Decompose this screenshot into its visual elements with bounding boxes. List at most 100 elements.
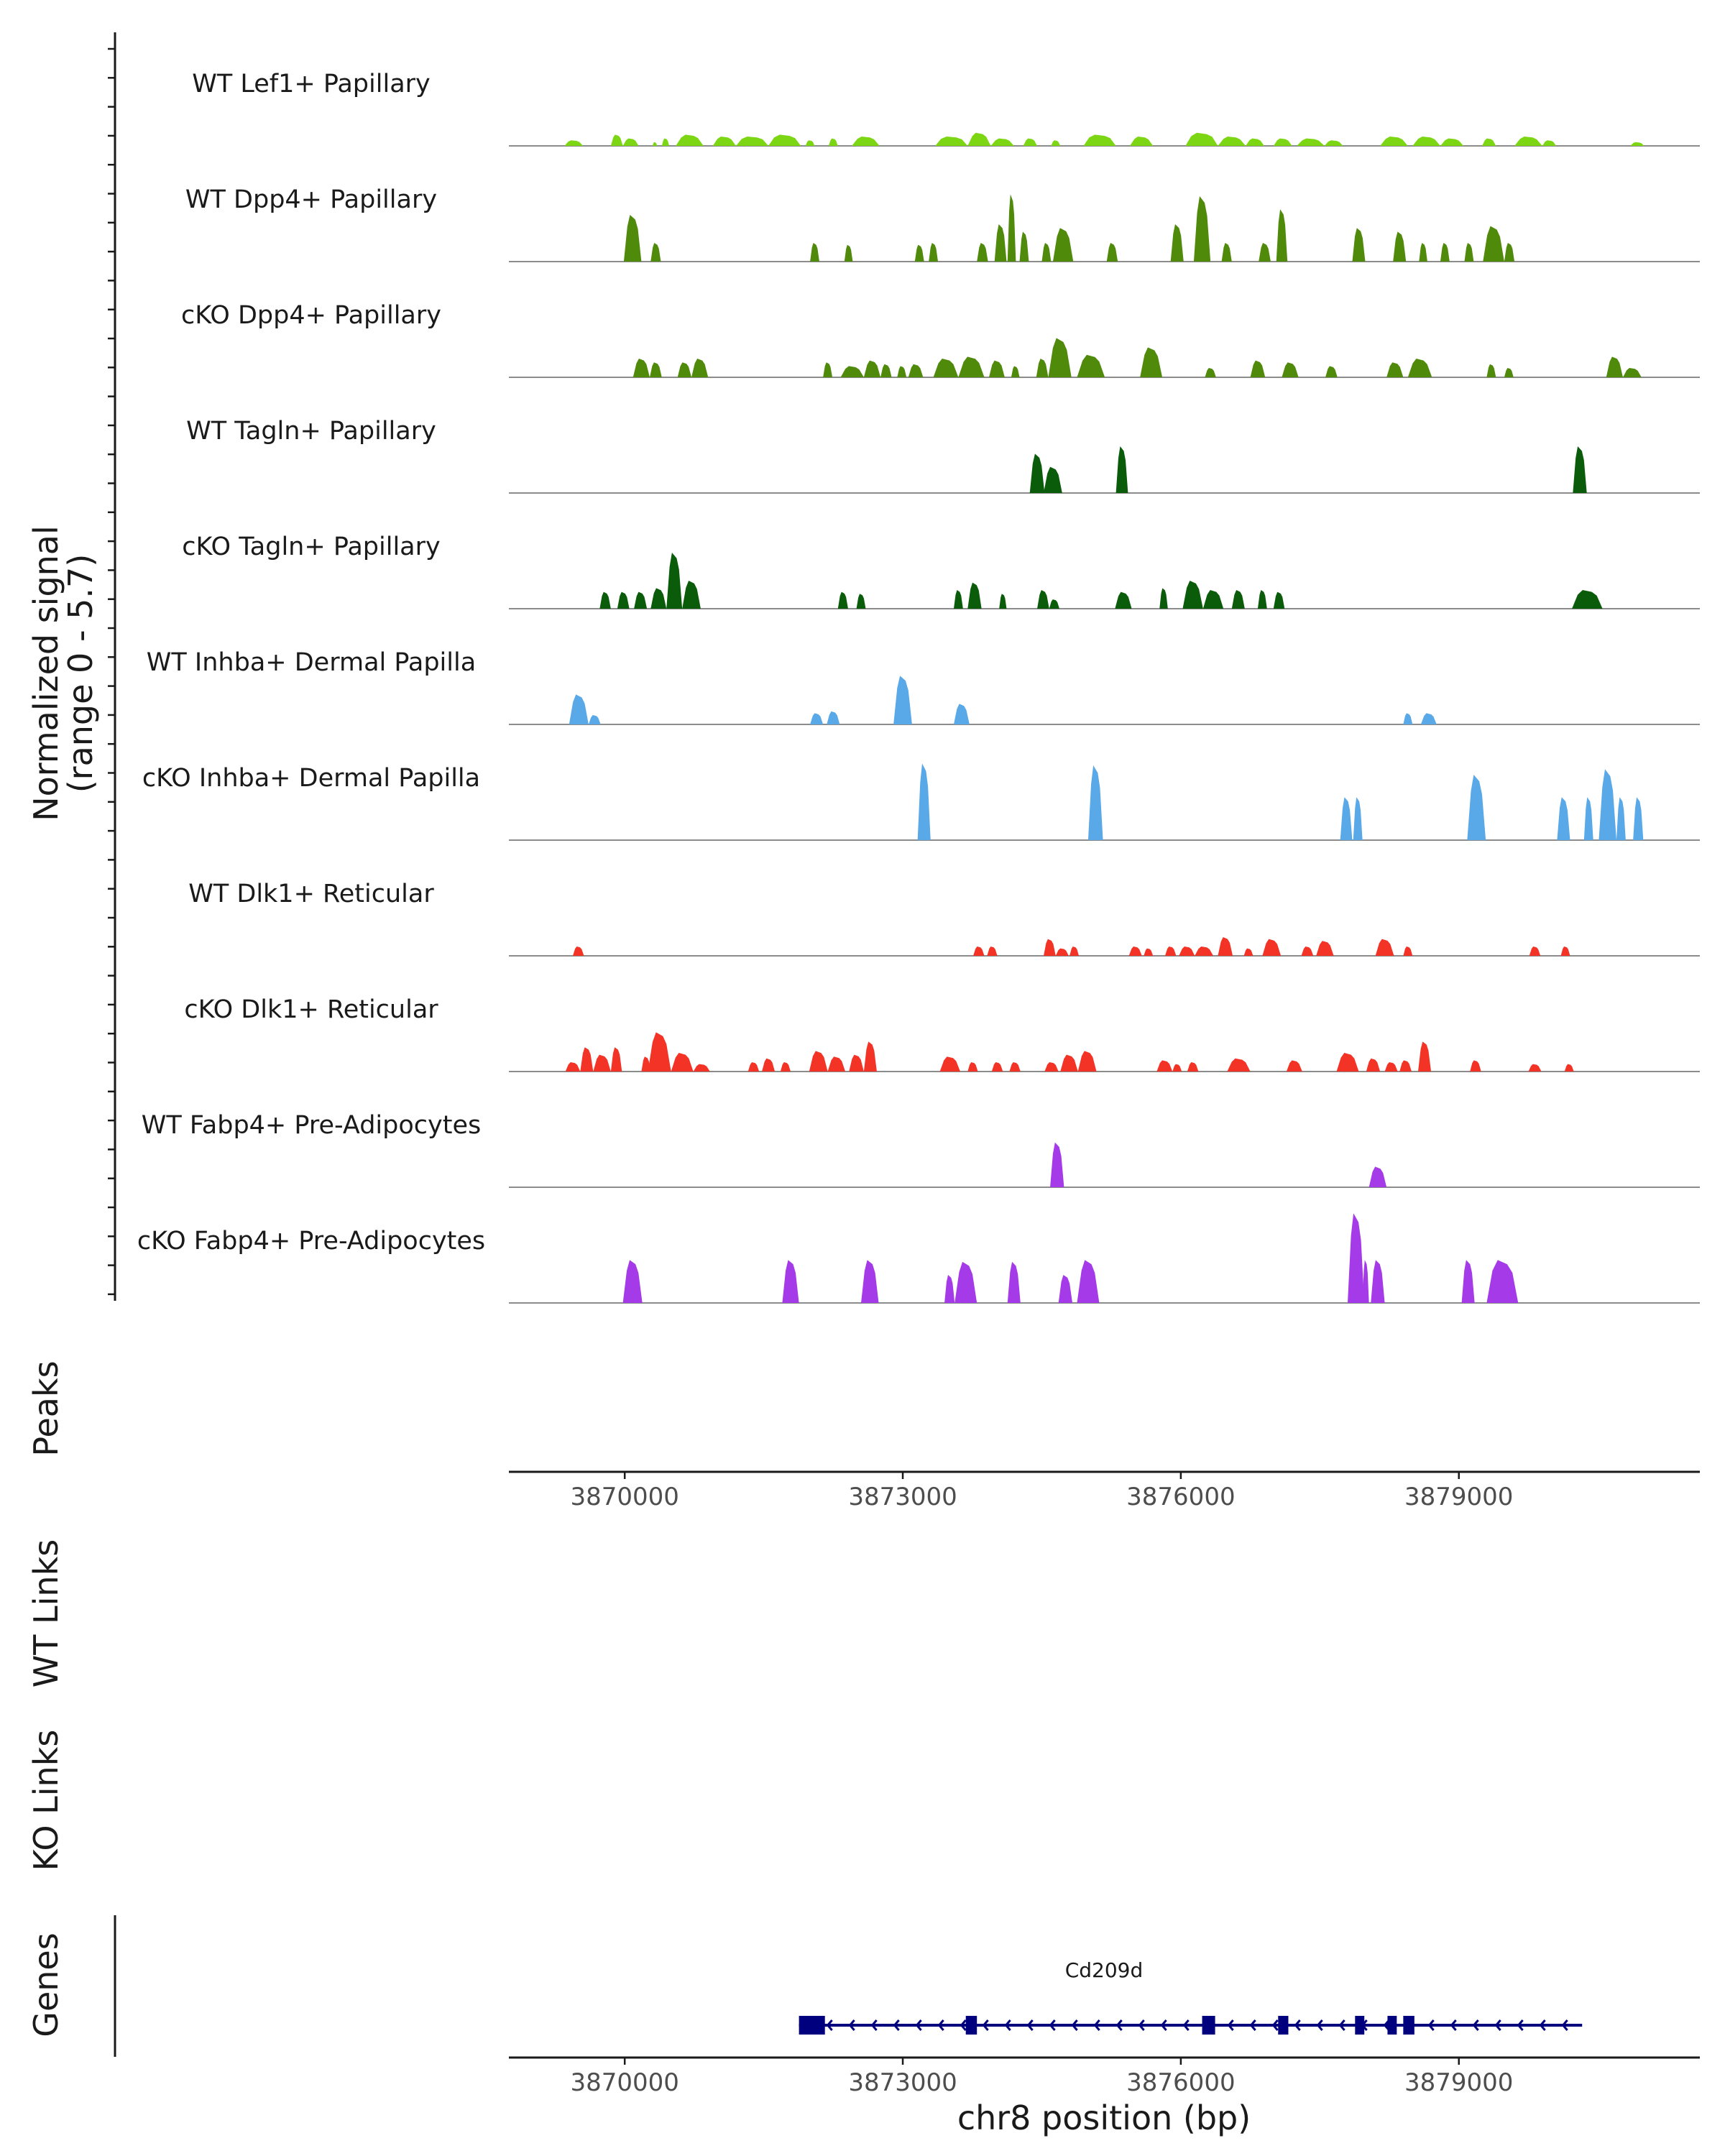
signal-peak	[1622, 368, 1642, 377]
gene-exon	[1355, 2016, 1365, 2035]
signal-peak	[987, 946, 998, 956]
signal-y-axis-ticks	[108, 47, 115, 1296]
signal-peak	[1557, 797, 1570, 840]
signal-peak	[782, 1260, 799, 1303]
signal-peak	[823, 362, 833, 377]
strand-arrow	[1138, 2019, 1145, 2031]
signal-peak	[1371, 1260, 1385, 1303]
signal-peak	[1504, 243, 1515, 262]
strand-arrow	[1249, 2019, 1256, 2031]
x-tick-label: 3873000	[848, 1483, 957, 1511]
genes-x-axis-ticks: 3870000 3873000 3876000 3879000	[570, 2058, 1513, 2097]
signal-peak	[1106, 243, 1118, 262]
strand-arrow	[1227, 2019, 1234, 2031]
signal-peak	[1481, 138, 1496, 146]
signal-peak	[1172, 1064, 1182, 1072]
signal-peak	[1202, 590, 1224, 609]
signal-peak	[623, 215, 642, 262]
signal-peak	[1347, 1213, 1365, 1303]
signal-peak	[935, 137, 968, 146]
strand-arrow	[1316, 2019, 1323, 2031]
track-label: cKO Inhba+ Dermal Papilla	[142, 764, 480, 793]
peaks-panel-label: Peaks	[27, 1360, 65, 1456]
signal-peak	[1297, 138, 1325, 146]
signal-peak	[1368, 1166, 1387, 1187]
signal-peak	[1273, 138, 1292, 146]
track-11: cKO Fabp4+ Pre-Adipocytes	[137, 1213, 1700, 1304]
signal-peak	[954, 1261, 978, 1303]
signal-peak	[1560, 946, 1570, 956]
signal-peak	[939, 1056, 960, 1072]
signal-peak	[849, 1054, 864, 1072]
strand-arrow	[1271, 2019, 1279, 2031]
track-label: cKO Dpp4+ Papillary	[181, 301, 441, 330]
signal-peak	[1221, 243, 1232, 262]
signal-peak	[1286, 1060, 1302, 1072]
signal-peak	[1179, 946, 1195, 956]
signal-peak	[880, 364, 892, 377]
track-9: cKO Dlk1+ Reticular	[184, 995, 1700, 1072]
signal-peak	[1572, 590, 1603, 609]
signal-peak	[1467, 775, 1486, 840]
strand-arrow	[1049, 2019, 1056, 2031]
strand-arrow	[1427, 2019, 1435, 2031]
signal-peak	[1044, 466, 1062, 493]
signal-peak	[994, 224, 1007, 262]
signal-peak	[622, 1260, 643, 1303]
signal-peak	[677, 362, 692, 377]
wt-links-panel-label: WT Links	[27, 1539, 65, 1687]
signal-peak	[634, 591, 648, 609]
signal-peak	[1007, 194, 1016, 262]
y-axis-label-line2: (range 0 - 5.7)	[61, 554, 100, 793]
signal-peak	[1276, 209, 1288, 262]
signal-peak	[1051, 140, 1061, 146]
signal-peak	[1243, 948, 1254, 956]
signal-peak	[650, 243, 661, 262]
track-4: WT Tagln+ Papillary	[186, 417, 1700, 494]
strand-arrow	[1450, 2019, 1457, 2031]
signal-peak	[1115, 591, 1132, 609]
signal-peak	[1262, 939, 1282, 956]
signal-peak	[1403, 946, 1413, 956]
track-label: WT Dlk1+ Reticular	[188, 880, 434, 908]
peaks-x-axis-ticks: 3870000 3873000 3876000 3879000	[570, 1472, 1513, 1511]
signal-peak	[1218, 937, 1233, 956]
signal-peak	[1301, 946, 1314, 956]
signal-peak	[1055, 948, 1069, 956]
signal-peak	[1116, 446, 1128, 493]
signal-peak	[1077, 1051, 1097, 1072]
track-label: WT Fabp4+ Pre-Adipocytes	[142, 1111, 481, 1140]
signal-peak	[676, 134, 704, 146]
signal-peak	[682, 581, 701, 609]
strand-arrow	[982, 2019, 989, 2031]
signal-peak	[1420, 713, 1437, 724]
signal-peak	[1187, 1062, 1199, 1072]
signal-peak	[861, 1260, 879, 1303]
signal-peak	[863, 1041, 877, 1072]
signal-peak	[1231, 590, 1245, 609]
signal-peak	[1470, 1060, 1481, 1072]
signal-peak	[1630, 142, 1644, 146]
signal-peak	[1542, 140, 1557, 146]
signal-peak	[977, 243, 988, 262]
signal-peak	[1353, 797, 1363, 840]
signal-peak	[1461, 1260, 1475, 1303]
x-axis-label: chr8 position (bp)	[957, 2099, 1251, 2137]
signal-peak	[1486, 1260, 1519, 1303]
gene-track	[799, 2016, 1583, 2035]
strand-arrow	[960, 2019, 967, 2031]
signal-peak	[1393, 231, 1407, 262]
track-3: cKO Dpp4+ Papillary	[181, 301, 1700, 378]
signal-peak	[565, 1062, 581, 1072]
strand-arrow	[1116, 2019, 1123, 2031]
signal-peak	[1087, 765, 1103, 840]
signal-peak	[944, 1275, 955, 1303]
signal-peak	[1564, 1064, 1574, 1072]
track-1: WT Lef1+ Papillary	[192, 70, 1700, 147]
gene-exon	[1278, 2016, 1289, 2035]
signal-peak	[988, 360, 1005, 377]
signal-peak	[893, 676, 912, 724]
signal-peak	[953, 590, 963, 609]
signal-peak	[1083, 134, 1116, 146]
signal-peak	[610, 134, 623, 146]
